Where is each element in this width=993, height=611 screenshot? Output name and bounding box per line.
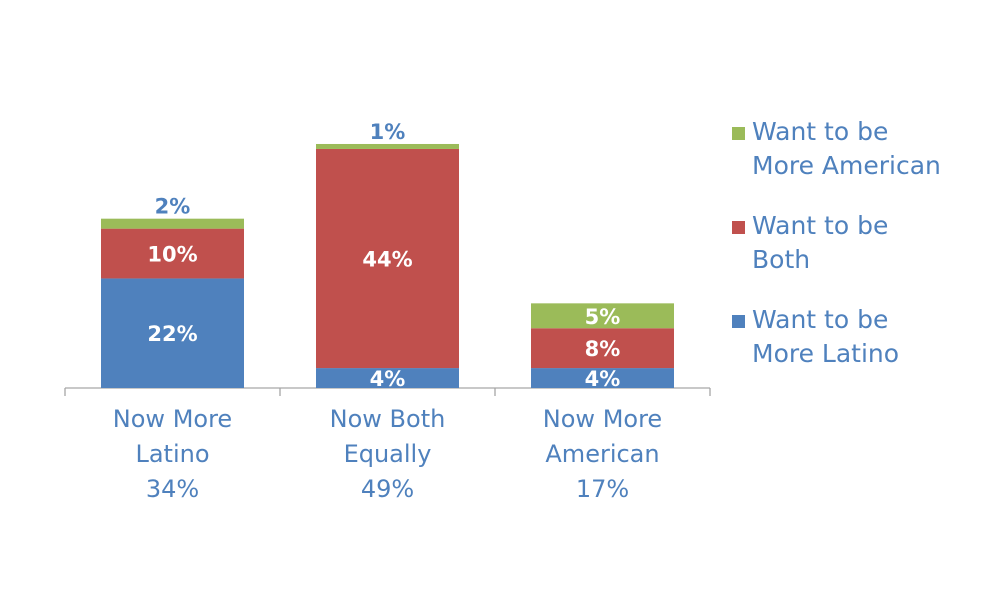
bar-segment xyxy=(531,328,674,369)
bar-segment xyxy=(316,148,459,369)
bar-segment xyxy=(101,228,244,279)
bar-segment xyxy=(101,218,244,229)
category-label: 34% xyxy=(146,475,199,503)
category-label: 17% xyxy=(576,475,629,503)
legend-label: More Latino xyxy=(752,339,899,368)
legend-label: More American xyxy=(752,151,941,180)
data-label: 10% xyxy=(147,243,197,267)
bar-segment xyxy=(316,143,459,149)
data-label: 44% xyxy=(362,248,412,272)
data-label: 1% xyxy=(370,120,406,144)
data-label: 4% xyxy=(370,367,406,391)
category-label: Now More xyxy=(543,405,662,433)
data-label: 5% xyxy=(585,305,621,329)
data-label: 4% xyxy=(585,367,621,391)
category-label: 49% xyxy=(361,475,414,503)
bar-segment xyxy=(316,368,459,388)
data-label: 22% xyxy=(147,322,197,346)
legend-swatch xyxy=(732,221,745,234)
category-label: Latino xyxy=(135,440,209,468)
legend-swatch xyxy=(732,127,745,140)
legend-label: Both xyxy=(752,245,810,274)
legend-label: Want to be xyxy=(752,305,888,334)
data-label: 2% xyxy=(155,195,191,219)
bar-segment xyxy=(531,303,674,329)
category-label: American xyxy=(545,440,659,468)
legend-swatch xyxy=(732,315,745,328)
legend-label: Want to be xyxy=(752,211,888,240)
data-label: 8% xyxy=(585,337,621,361)
category-label: Equally xyxy=(344,440,432,468)
legend-label: Want to be xyxy=(752,117,888,146)
category-label: Now More xyxy=(113,405,232,433)
category-label: Now Both xyxy=(330,405,446,433)
bar-segment xyxy=(531,368,674,388)
bar-segment xyxy=(101,278,244,388)
